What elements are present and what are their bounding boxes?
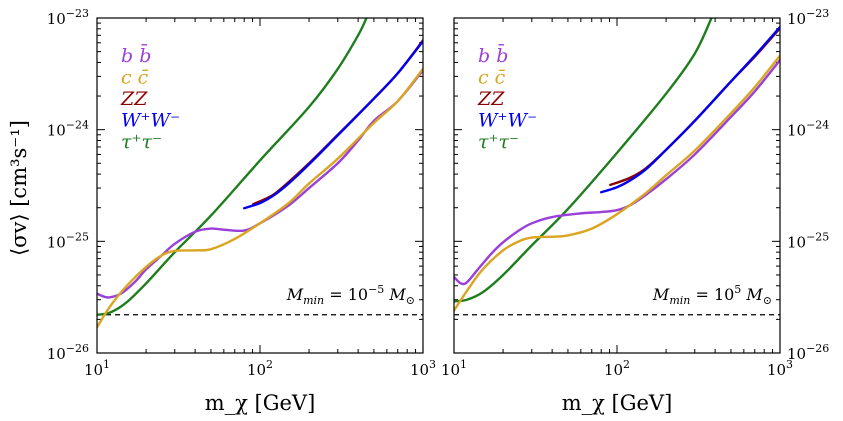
legend-entry-WW: W⁺W⁻ [478,110,537,132]
legend-entry-WW: W⁺W⁻ [121,110,180,132]
x-tick-label: 101 [441,358,467,379]
legend-entry-ZZ: ZZ [120,88,148,110]
legend-entry-ZZ: ZZ [477,88,505,110]
legend-entry-bb: b b̄ [478,43,508,67]
left-panel: 101 102 103 10−26 10−25 10−24 10−23 b b̄c c̄ZZW… [47,7,436,379]
y-axis-label: ⟨σv⟩ [cm³s⁻¹] [7,120,31,256]
x-axis-label-left: m_χ [GeV] [205,391,316,415]
x-tick-label: 101 [84,358,110,379]
legend-entry-bb: b b̄ [121,43,151,67]
legend-entry-cc: c c̄ [478,67,506,89]
series-line-tautau [97,18,368,316]
y-tick-label: 10−23 [47,7,89,28]
legend-entry-cc: c c̄ [121,67,149,89]
x-axis-label-right: m_χ [GeV] [562,391,673,415]
y-tick-label: 10−24 [47,119,89,140]
y-tick-label: 10−26 [787,342,829,363]
series-line-cc [97,67,423,329]
legend-entry-tautau: τ⁺τ⁻ [121,131,162,153]
x-tick-label: 103 [767,358,793,379]
y-tick-label: 10−23 [787,7,829,28]
mmin-annotation: Mmin = 105 M⊙ [652,283,772,307]
y-tick-label: 10−26 [47,342,89,363]
legend-entry-tautau: τ⁺τ⁻ [478,131,519,153]
series-line-tautau [454,18,713,303]
series-line-bb [454,58,780,286]
series-line-WW [243,39,423,210]
y-tick-label: 10−25 [47,230,89,251]
y-tick-label: 10−25 [787,230,829,251]
series-line-WW [600,25,780,194]
y-tick-label: 10−24 [787,119,829,140]
x-tick-label: 102 [604,358,630,379]
plot-frame [96,17,424,354]
mmin-annotation: Mmin = 10−5 M⊙ [286,283,415,307]
x-tick-label: 103 [410,358,436,379]
plot-frame [453,17,781,354]
x-tick-label: 102 [247,358,273,379]
series-line-cc [454,54,780,312]
series-line-ZZ [252,39,423,206]
